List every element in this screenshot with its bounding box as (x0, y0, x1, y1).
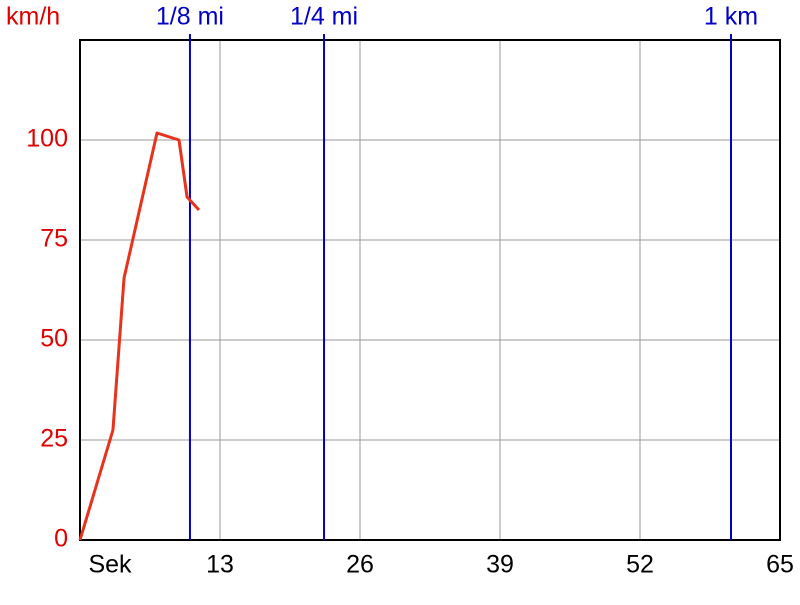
distance-marker-label: 1/8 mi (156, 3, 224, 31)
distance-marker-label: 1/4 mi (290, 3, 358, 31)
y-tick-label: 0 (54, 525, 68, 553)
x-tick-label: 13 (206, 551, 234, 579)
plot-frame (79, 39, 781, 541)
x-tick-label: 26 (346, 551, 374, 579)
y-tick-label: 75 (40, 225, 68, 253)
distance-marker-label: 1 km (704, 3, 758, 31)
y-tick-label: 25 (40, 425, 68, 453)
y-axis-label: km/h (6, 3, 60, 31)
x-tick-label: 39 (486, 551, 514, 579)
x-tick-label: 65 (766, 551, 794, 579)
y-tick-label: 50 (40, 325, 68, 353)
x-tick-label: 52 (626, 551, 654, 579)
y-tick-label: 100 (26, 125, 68, 153)
x-axis-label: Sek (88, 551, 132, 579)
line-series (78, 131, 201, 541)
